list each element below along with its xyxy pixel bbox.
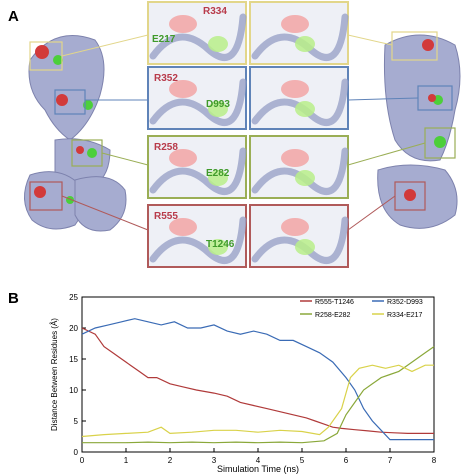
- residue-label: R258: [154, 142, 178, 153]
- inset-box: R352 D993: [147, 66, 247, 130]
- legend-entry: R334-E217: [372, 312, 423, 319]
- inset-box: [249, 135, 349, 199]
- residue-highlight: [295, 239, 315, 255]
- inset-panels: R334 E217 R352 D993 R258 E282 R555 T1246: [147, 1, 349, 268]
- y-tick-label: 5: [74, 417, 79, 426]
- residue-marker: [434, 136, 446, 148]
- x-tick-label: 5: [300, 456, 305, 465]
- inset-connectors: [61, 34, 426, 231]
- y-axis-label: Distance Between Residues (Å): [50, 318, 59, 431]
- residue-marker: [35, 45, 49, 59]
- x-tick-label: 7: [388, 456, 393, 465]
- residue-highlight: [169, 15, 197, 33]
- series-line-r334-e217: [81, 364, 434, 438]
- residue-marker: [404, 189, 416, 201]
- residue-highlight: [208, 170, 228, 186]
- legend-entry: R352-D993: [372, 299, 423, 306]
- x-tick-label: 3: [212, 456, 217, 465]
- residue-highlight: [295, 36, 315, 52]
- plot-frame: [81, 296, 435, 453]
- x-tick-label: 1: [124, 456, 129, 465]
- residue-label: E217: [152, 34, 176, 45]
- residue-highlight: [281, 218, 309, 236]
- legend-label: R352-D993: [387, 299, 423, 306]
- residue-highlight: [295, 101, 315, 117]
- right-protein-residues: [404, 39, 446, 201]
- residue-highlight: [295, 170, 315, 186]
- x-tick-label: 8: [432, 456, 437, 465]
- y-tick-label: 25: [69, 293, 78, 302]
- series-line-r352-d993: [81, 318, 434, 441]
- residue-highlight: [281, 80, 309, 98]
- panel-b-letter: B: [8, 290, 19, 307]
- right-protein-illustration: [377, 34, 461, 229]
- legend-label: R555-T1246: [315, 299, 354, 306]
- residue-marker: [87, 148, 97, 158]
- residue-label: R352: [154, 73, 178, 84]
- inset-box: [249, 1, 349, 65]
- panel-a-letter: A: [8, 8, 19, 25]
- legend-entry: R258-E282: [300, 312, 351, 319]
- residue-marker: [34, 186, 46, 198]
- residue-marker: [428, 94, 436, 102]
- series-line-r555-t1246: [81, 327, 434, 434]
- residue-highlight: [208, 36, 228, 52]
- y-tick-label: 10: [69, 386, 78, 395]
- series-line-r258-e282: [82, 346, 435, 444]
- residue-highlight: [169, 80, 197, 98]
- legend-label: R258-E282: [315, 312, 351, 319]
- residue-label: E282: [206, 168, 230, 179]
- residue-highlight: [281, 149, 309, 167]
- inset-box: R555 T1246: [147, 204, 247, 268]
- y-tick-label: 15: [69, 355, 78, 364]
- residue-highlight: [169, 149, 197, 167]
- inset-box: R334 E217: [147, 1, 247, 65]
- residue-label: T1246: [206, 239, 235, 250]
- x-tick-label: 6: [344, 456, 349, 465]
- inset-box: [249, 66, 349, 130]
- x-tick-label: 2: [168, 456, 173, 465]
- x-tick-label: 0: [80, 456, 85, 465]
- inset-box: R258 E282: [147, 135, 247, 199]
- residue-label: R555: [154, 211, 178, 222]
- residue-label: R334: [203, 6, 227, 17]
- residue-marker: [56, 94, 68, 106]
- panel-a-structure: R334 E217 R352 D993 R258 E282 R555 T1246: [24, 1, 461, 268]
- y-tick-label: 0: [74, 448, 79, 457]
- left-protein-highlight-boxes: [29, 41, 103, 211]
- inset-box: [249, 204, 349, 268]
- legend-label: R334-E217: [387, 312, 423, 319]
- residue-highlight: [208, 239, 228, 255]
- residue-marker: [53, 55, 63, 65]
- x-tick-label: 4: [256, 456, 261, 465]
- residue-highlight: [281, 15, 309, 33]
- residue-highlight: [169, 218, 197, 236]
- residue-marker: [422, 39, 434, 51]
- x-axis-label: Simulation Time (ns): [217, 464, 299, 474]
- residue-marker: [76, 146, 84, 154]
- y-tick-label: 20: [69, 324, 78, 333]
- residue-highlight: [208, 101, 228, 117]
- legend-entry: R555-T1246: [300, 299, 354, 306]
- residue-label: D993: [206, 99, 230, 110]
